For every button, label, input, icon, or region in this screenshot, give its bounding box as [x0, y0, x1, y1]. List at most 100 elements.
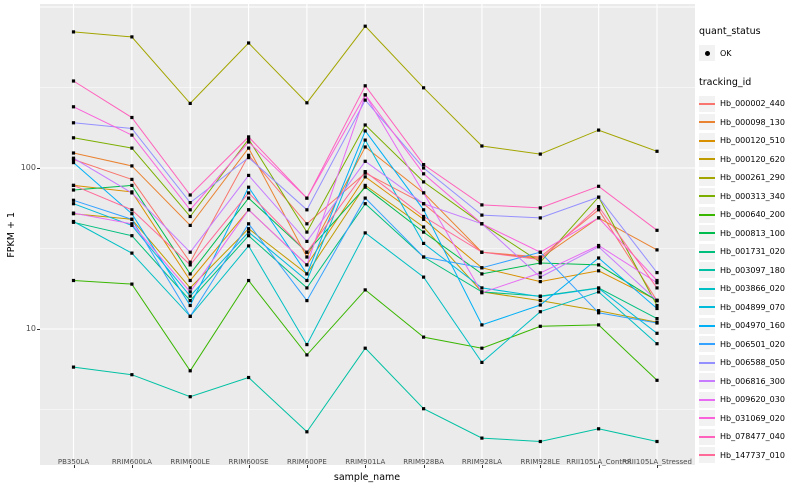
data-point — [538, 303, 542, 307]
data-point — [247, 173, 251, 177]
data-point — [363, 231, 367, 235]
data-point — [538, 271, 542, 275]
data-point — [363, 129, 367, 133]
data-point — [655, 286, 659, 290]
data-point — [422, 163, 426, 167]
data-point — [597, 216, 601, 220]
legend-key-line-icon — [699, 95, 715, 112]
data-point — [422, 172, 426, 176]
legend-item-Hb_004899_070: Hb_004899_070 — [699, 298, 799, 317]
data-point — [363, 183, 367, 187]
legend-label: Hb_000120_510 — [720, 136, 785, 146]
data-point — [247, 234, 251, 238]
x-tick-label: RRIM600PE — [286, 458, 327, 466]
data-point — [188, 101, 192, 105]
x-axis-title: sample_name — [333, 472, 401, 483]
legend-key-line-icon — [699, 225, 715, 242]
data-point — [655, 321, 659, 325]
data-point — [480, 436, 484, 440]
x-tick-mark — [598, 465, 600, 468]
data-point — [130, 222, 134, 226]
data-point — [363, 288, 367, 292]
legend-item-Hb_000640_200: Hb_000640_200 — [699, 206, 799, 225]
data-point — [597, 263, 601, 267]
data-point — [188, 294, 192, 298]
y-axis-title: FPKM + 1 — [5, 211, 17, 258]
data-point — [480, 266, 484, 270]
data-point — [247, 135, 251, 139]
data-point — [130, 373, 134, 377]
data-point — [655, 378, 659, 382]
legend-label: Hb_004899_070 — [720, 302, 785, 312]
data-point — [480, 203, 484, 207]
data-point — [480, 286, 484, 290]
data-point — [130, 146, 134, 150]
data-point — [247, 375, 251, 380]
data-point — [480, 144, 484, 148]
data-point — [422, 180, 426, 184]
legend-key-line-icon — [699, 132, 715, 149]
x-tick-label: RRIM600SE — [228, 458, 269, 466]
data-point — [597, 195, 601, 199]
data-point — [655, 306, 659, 311]
data-point — [130, 191, 134, 195]
legend-title-tracking-id: tracking_id — [699, 76, 752, 88]
data-point — [597, 269, 601, 273]
data-point — [71, 105, 76, 109]
data-point — [71, 30, 76, 34]
legend-label: Hb_009620_030 — [720, 395, 785, 405]
legend-item-Hb_003866_020: Hb_003866_020 — [699, 280, 799, 299]
data-point — [305, 430, 309, 434]
data-point — [71, 188, 76, 192]
legend-key-line-icon — [699, 391, 715, 408]
series-color-swatch — [699, 361, 715, 364]
legend-key-ok — [699, 45, 715, 62]
data-point — [130, 115, 134, 120]
y-tick-label-100: 100 — [20, 163, 36, 172]
data-point — [480, 250, 484, 254]
legend-item-Hb_031069_020: Hb_031069_020 — [699, 409, 799, 428]
legend-item-Hb_004970_160: Hb_004970_160 — [699, 317, 799, 336]
data-point — [655, 149, 659, 153]
data-point — [130, 35, 134, 39]
data-point — [538, 439, 542, 444]
data-point — [247, 153, 251, 157]
data-point — [188, 223, 192, 227]
legend-item-Hb_000120_620: Hb_000120_620 — [699, 150, 799, 169]
data-point — [597, 309, 601, 313]
data-point — [247, 137, 251, 141]
data-point — [305, 239, 309, 243]
data-point — [247, 244, 251, 248]
data-point — [71, 183, 76, 187]
x-tick-label: RRIM928LA — [461, 458, 502, 466]
data-point — [538, 258, 542, 262]
data-point — [422, 407, 426, 411]
data-point — [305, 299, 309, 303]
data-point — [480, 222, 484, 226]
legend-key-line-icon — [699, 354, 715, 371]
legend-label: Hb_000640_200 — [720, 210, 785, 220]
x-tick-label: RRIM928LE — [520, 458, 561, 466]
data-point — [363, 175, 367, 179]
x-tick-mark — [248, 465, 250, 468]
data-point — [655, 281, 659, 285]
data-point — [655, 439, 659, 444]
legend-item-Hb_006588_050: Hb_006588_050 — [699, 354, 799, 373]
data-point — [597, 290, 601, 294]
legend-item-ok: OK — [699, 44, 799, 63]
data-point — [655, 299, 659, 303]
data-point — [597, 128, 601, 132]
legend-label: Hb_001731_020 — [720, 247, 785, 257]
series-color-swatch — [699, 343, 715, 346]
series-color-swatch — [699, 287, 715, 290]
legend-key-line-icon — [699, 243, 715, 260]
data-point — [305, 101, 309, 105]
legend-item-Hb_009620_030: Hb_009620_030 — [699, 391, 799, 410]
x-tick-label: RRII105LA_Control — [566, 458, 632, 466]
data-point — [247, 41, 251, 45]
legend-item-Hb_000002_440: Hb_000002_440 — [699, 95, 799, 114]
x-tick-mark — [306, 465, 308, 468]
legend-item-Hb_000813_100: Hb_000813_100 — [699, 224, 799, 243]
data-point — [597, 286, 601, 290]
x-tick-label: RRIM928BA — [403, 458, 444, 466]
